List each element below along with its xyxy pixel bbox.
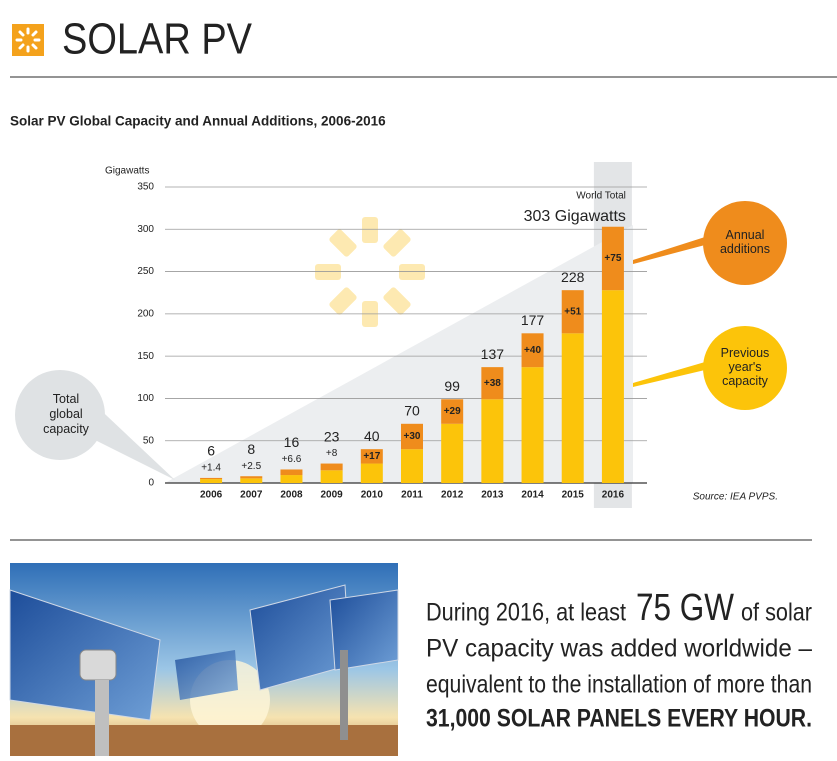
total-label: 23 bbox=[324, 428, 340, 444]
backdrop-wedge bbox=[165, 225, 633, 483]
x-tick-label: 2007 bbox=[240, 490, 263, 501]
legend-label: Annual additions bbox=[720, 228, 770, 256]
x-tick-label: 2008 bbox=[280, 490, 303, 501]
bar-segment bbox=[521, 367, 544, 483]
x-tick-label: 2015 bbox=[562, 490, 585, 501]
bar-segment bbox=[481, 399, 504, 483]
total-label: 8 bbox=[247, 441, 255, 457]
x-tick-label: 2014 bbox=[521, 490, 544, 501]
value-label: +2.5 bbox=[241, 461, 261, 472]
legend-bubble bbox=[703, 201, 787, 285]
callout-text: During 2016, at least bbox=[426, 599, 626, 627]
sun-decoration bbox=[315, 217, 425, 327]
value-label: +40 bbox=[524, 345, 541, 356]
value-label: +17 bbox=[363, 451, 380, 462]
x-tick-label: 2011 bbox=[401, 490, 423, 501]
y-tick-label: 350 bbox=[137, 182, 154, 193]
x-tick-label: 2010 bbox=[361, 490, 384, 501]
annotation: World Total bbox=[576, 190, 626, 201]
legend-connector bbox=[633, 362, 705, 387]
value-label: +8 bbox=[326, 448, 338, 459]
y-axis-label: Gigawatts bbox=[105, 166, 149, 177]
value-label: +1.4 bbox=[201, 463, 221, 474]
total-label: 137 bbox=[481, 346, 505, 362]
legend-label: Previous year's capacity bbox=[721, 346, 770, 388]
bar-segment bbox=[561, 290, 584, 334]
bar-segment bbox=[200, 479, 223, 483]
x-tick-label: 2012 bbox=[441, 490, 464, 501]
total-label: 99 bbox=[444, 378, 460, 394]
legend-label: Total global capacity bbox=[43, 392, 90, 436]
y-tick-label: 100 bbox=[137, 393, 154, 404]
bar-segment bbox=[200, 477, 223, 480]
header: SOLAR PV bbox=[10, 15, 837, 78]
callout-text: equivalent to the installation of more t… bbox=[426, 671, 812, 699]
chart: Gigawatts Source: IEA PVPS. 0 50 100 150 200… bbox=[15, 162, 787, 508]
bar-segment bbox=[320, 470, 343, 483]
total-label: 228 bbox=[561, 269, 585, 285]
bar-segment bbox=[601, 226, 624, 291]
legend-connector bbox=[633, 237, 705, 264]
value-label: +29 bbox=[444, 406, 461, 417]
y-tick-label: 150 bbox=[137, 351, 154, 362]
bar-segment bbox=[561, 333, 584, 483]
page-title: SOLAR PV bbox=[62, 15, 253, 64]
y-tick-label: 0 bbox=[148, 478, 154, 489]
y-tick-label: 50 bbox=[143, 435, 155, 446]
bar-segment bbox=[240, 476, 263, 479]
bar-segment bbox=[441, 399, 464, 424]
callout-emphasis: 31,000 SOLAR PANELS EVERY HOUR. bbox=[426, 705, 812, 733]
bar-segment bbox=[401, 449, 423, 483]
callout-highlight: 75 GW bbox=[636, 587, 734, 629]
total-label: 6 bbox=[207, 443, 215, 459]
bar-segment bbox=[360, 463, 383, 483]
photo bbox=[9, 563, 399, 756]
bar-segment bbox=[601, 290, 624, 483]
bar-segment bbox=[441, 423, 464, 483]
callout: During 2016, at least 75 GW of solar PV … bbox=[426, 587, 812, 733]
bar-segment bbox=[280, 469, 303, 476]
value-label: +75 bbox=[604, 253, 621, 264]
value-label: +51 bbox=[564, 306, 581, 317]
chart-title: Solar PV Global Capacity and Annual Addi… bbox=[10, 114, 386, 129]
total-label: 16 bbox=[284, 434, 300, 450]
bar-segment bbox=[240, 478, 263, 483]
y-tick-label: 300 bbox=[137, 224, 154, 235]
bar-segment bbox=[320, 463, 343, 471]
total-label: 177 bbox=[521, 312, 545, 328]
legend-bubble bbox=[15, 370, 105, 460]
x-tick-label: 2013 bbox=[481, 490, 504, 501]
value-label: +30 bbox=[404, 431, 421, 442]
legend-connector bbox=[90, 400, 175, 480]
total-label: 303 Gigawatts bbox=[524, 208, 626, 225]
x-tick-label: 2009 bbox=[321, 490, 344, 501]
bar-segment bbox=[280, 475, 303, 483]
icon-sun bbox=[15, 27, 41, 53]
callout-text: of solar bbox=[741, 599, 812, 627]
callout-text: PV capacity was added worldwide – bbox=[426, 635, 812, 663]
bar-segment bbox=[481, 367, 504, 400]
x-tick-label: 2016 bbox=[602, 490, 625, 501]
y-tick-label: 200 bbox=[137, 308, 154, 319]
total-label: 40 bbox=[364, 428, 380, 444]
total-label: 70 bbox=[404, 403, 420, 419]
bar-segment bbox=[521, 333, 544, 368]
bar-segment bbox=[360, 449, 383, 464]
bar-segment bbox=[401, 423, 423, 450]
value-label: +6.6 bbox=[282, 454, 302, 465]
y-tick-label: 250 bbox=[137, 266, 154, 277]
legend-bubble bbox=[703, 326, 787, 410]
source: Source: IEA PVPS. bbox=[693, 492, 778, 503]
x-tick-label: 2006 bbox=[200, 490, 223, 501]
value-label: +38 bbox=[484, 378, 501, 389]
